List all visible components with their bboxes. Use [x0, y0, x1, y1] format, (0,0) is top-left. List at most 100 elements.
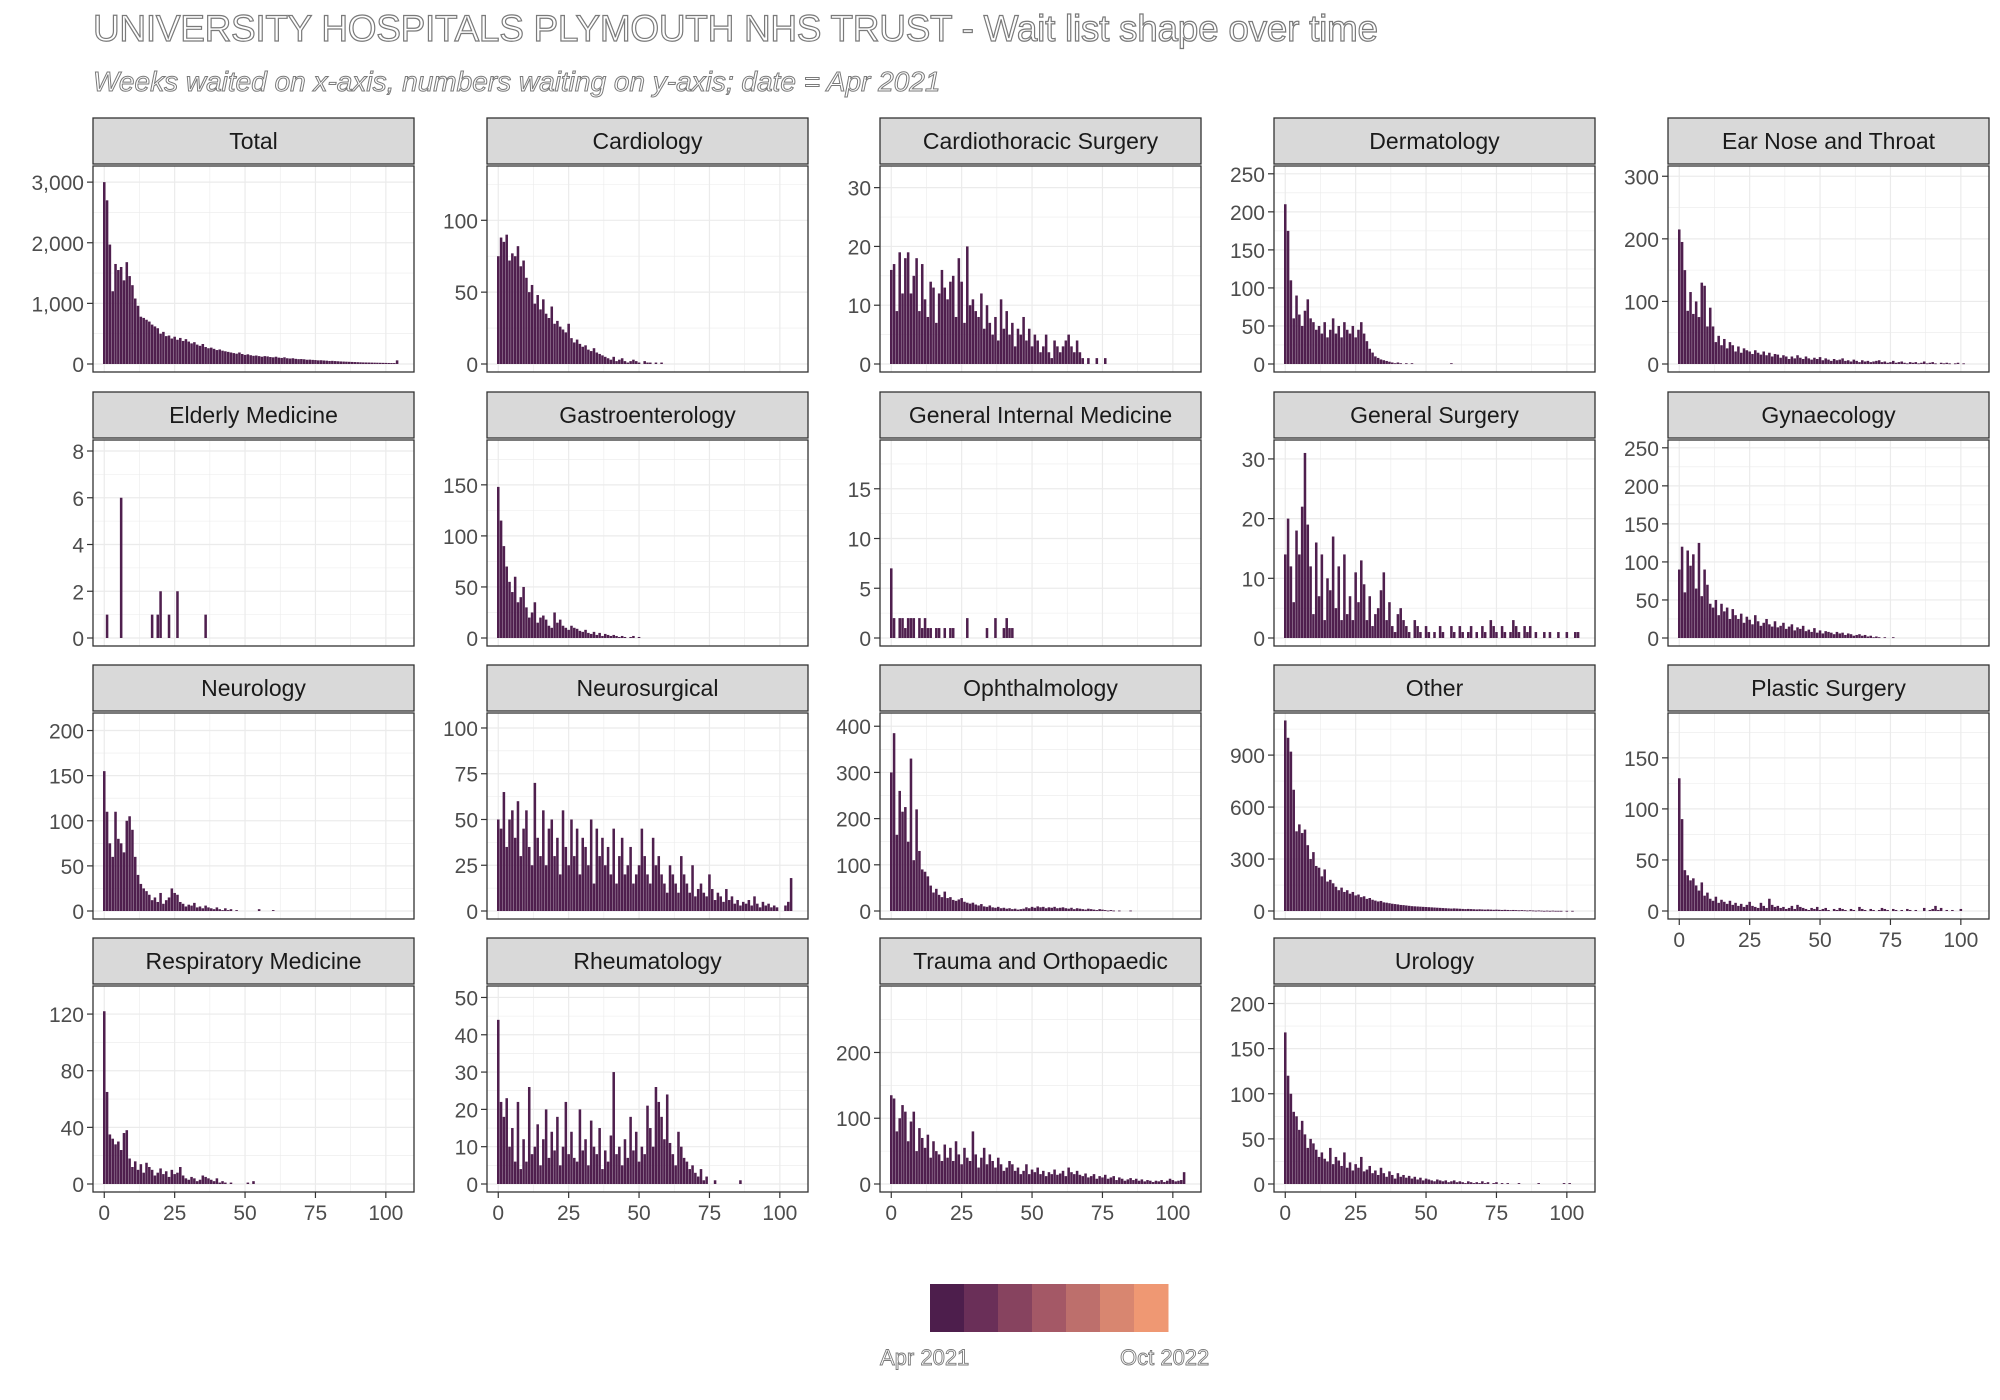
bar-general-surgery: [1312, 614, 1315, 638]
bar-total: [139, 316, 143, 364]
bar-total: [314, 360, 317, 364]
bar-trauma-and-orthopaedic: [954, 1141, 958, 1184]
bar-rheumatology: [626, 1157, 630, 1184]
bar-trauma-and-orthopaedic: [1126, 1179, 1130, 1184]
y-tick-label: 30: [455, 1062, 478, 1085]
bar-total: [345, 361, 348, 364]
bar-ophthalmology: [1089, 909, 1093, 911]
bar-neurosurgical: [587, 865, 590, 911]
bar-general-internal-medicine: [943, 628, 947, 638]
legend-swatch: [1134, 1284, 1169, 1332]
bar-general-surgery: [1374, 614, 1377, 638]
y-tick-label: 100: [1230, 278, 1265, 301]
x-tick-label: 25: [163, 1202, 186, 1225]
bar-gastroenterology: [629, 636, 632, 638]
bar-trauma-and-orthopaedic: [1101, 1177, 1104, 1184]
bar-neurosurgical: [564, 846, 568, 911]
bar-neurosurgical: [660, 874, 663, 911]
bar-total: [249, 355, 252, 364]
bar-gastroenterology: [615, 635, 618, 638]
bar-neurosurgical: [542, 810, 545, 911]
bar-total: [325, 360, 328, 364]
bar-gastroenterology: [511, 592, 514, 638]
bar-total: [302, 359, 306, 364]
bar-elderly-medicine: [119, 497, 123, 638]
bar-other: [1390, 903, 1394, 911]
bar-other: [1300, 833, 1304, 911]
bar-rheumatology: [573, 1157, 576, 1184]
bar-rheumatology: [713, 1180, 717, 1184]
bar-gynaecology: [1815, 632, 1819, 638]
facet-border-ophthalmology: [879, 712, 1202, 920]
bar-ophthalmology: [1033, 907, 1037, 911]
bar-ophthalmology: [977, 905, 980, 911]
bar-ear-nose-and-throat: [1759, 354, 1763, 364]
bar-cardiothoracic-surgery: [1070, 346, 1073, 364]
bar-neurology: [139, 883, 143, 911]
bar-cardiology: [649, 362, 652, 364]
bar-plastic-surgery: [1697, 890, 1701, 911]
bar-urology: [1283, 1032, 1287, 1184]
legend-swatch: [930, 1284, 965, 1332]
bar-dermatology: [1300, 325, 1304, 364]
bar-neurology: [257, 909, 261, 911]
bar-general-internal-medicine: [1002, 628, 1006, 638]
bar-plastic-surgery: [1844, 909, 1847, 911]
bar-cardiothoracic-surgery: [943, 287, 947, 364]
bar-ear-nose-and-throat: [1928, 362, 1932, 364]
bar-neurology: [150, 900, 154, 911]
bar-respiratory-medicine: [229, 1182, 233, 1184]
bar-cardiology: [561, 329, 565, 364]
facet-border-cardiothoracic-surgery: [879, 165, 1202, 373]
y-tick-label: 0: [1253, 1174, 1265, 1197]
bar-trauma-and-orthopaedic: [1106, 1178, 1110, 1184]
x-tick-label: 0: [98, 1202, 110, 1225]
bar-gastroenterology: [553, 612, 556, 638]
bar-ophthalmology: [960, 898, 963, 911]
bar-ear-nose-and-throat: [1830, 360, 1833, 364]
bar-other: [1545, 910, 1549, 912]
facet-panel-general-internal-medicine: [880, 440, 1201, 646]
bar-trauma-and-orthopaedic: [909, 1121, 913, 1184]
bar-cardiology: [558, 326, 562, 364]
bar-total: [263, 356, 267, 364]
bar-trauma-and-orthopaedic: [1064, 1176, 1068, 1184]
bar-general-internal-medicine: [926, 628, 930, 638]
bar-neurosurgical: [756, 903, 759, 911]
bar-cardiology: [584, 345, 587, 364]
facet-strip-dermatology: [1273, 117, 1596, 165]
bar-ear-nose-and-throat: [1903, 362, 1906, 364]
bar-dermatology: [1312, 322, 1315, 364]
bar-cardiology: [519, 266, 523, 364]
bar-cardiothoracic-surgery: [988, 322, 992, 364]
bar-cardiothoracic-surgery: [1013, 346, 1017, 364]
bar-other: [1365, 898, 1369, 911]
bar-neurosurgical: [525, 810, 528, 911]
facet-border-neurology: [92, 712, 415, 920]
bar-dermatology: [1286, 230, 1290, 364]
bar-ophthalmology: [982, 906, 986, 911]
bar-dermatology: [1450, 363, 1453, 365]
bar-other: [1543, 910, 1546, 912]
bar-gynaecology: [1787, 626, 1791, 638]
bar-other: [1385, 902, 1388, 911]
bar-ear-nose-and-throat: [1900, 361, 1903, 364]
bar-total: [195, 344, 199, 364]
bar-respiratory-medicine: [125, 1130, 129, 1184]
facet-strip-cardiology: [486, 117, 809, 165]
bar-cardiothoracic-surgery: [1053, 340, 1056, 364]
bar-other: [1472, 909, 1476, 911]
bar-trauma-and-orthopaedic: [957, 1154, 961, 1184]
bar-cardiothoracic-surgery: [937, 293, 941, 364]
bar-ear-nose-and-throat: [1689, 292, 1692, 364]
bar-neurosurgical: [651, 837, 655, 911]
bar-neurosurgical: [598, 856, 601, 911]
bar-ear-nose-and-throat: [1883, 361, 1887, 364]
bar-urology: [1354, 1164, 1357, 1184]
bar-neurosurgical: [699, 883, 703, 911]
bar-cardiothoracic-surgery: [1036, 340, 1039, 364]
bar-trauma-and-orthopaedic: [1160, 1180, 1163, 1184]
y-tick-label: 100: [443, 526, 478, 549]
bar-neurosurgical: [620, 837, 624, 911]
y-tick-label: 200: [836, 809, 871, 832]
